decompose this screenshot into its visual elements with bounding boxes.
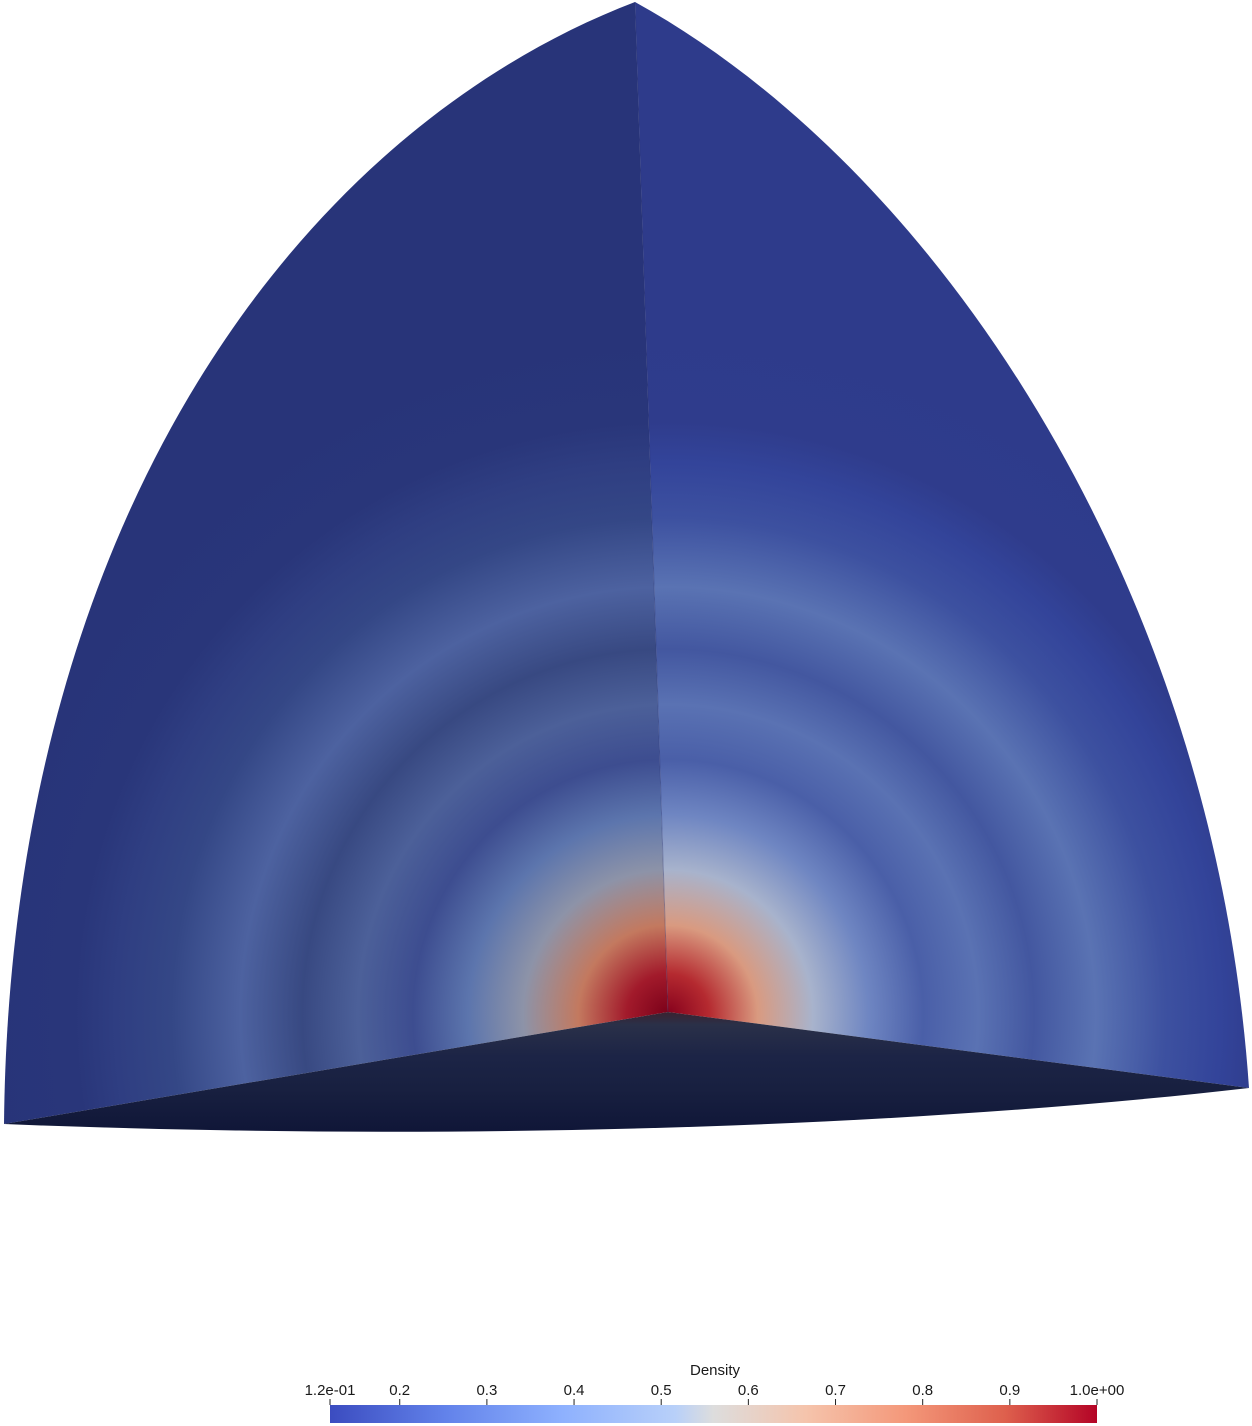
bottom-face xyxy=(4,1012,1249,1132)
colorbar-tick-label: 0.5 xyxy=(651,1382,672,1399)
colorbar-tick-label: 0.3 xyxy=(476,1382,497,1399)
inner-edge xyxy=(634,1,669,1013)
colorbar-max-label: 1.0e+00 xyxy=(1070,1382,1125,1399)
colorbar-min-label: 1.2e-01 xyxy=(305,1382,356,1399)
colorbar: Density 1.2e-01 1.0e+00 0.2 0.3 0.4 0.5 0.6 0… xyxy=(305,1362,1125,1423)
colorbar-ticks: 0.2 0.3 0.4 0.5 0.6 0.7 0.8 0.9 xyxy=(329,1382,1098,1405)
colorbar-tick-label: 0.9 xyxy=(999,1382,1020,1399)
colorbar-title: Density xyxy=(690,1362,741,1379)
colorbar-tick-label: 0.6 xyxy=(738,1382,759,1399)
left-face xyxy=(4,2,668,1124)
colorbar-gradient xyxy=(330,1405,1097,1423)
right-face xyxy=(635,2,1249,1088)
colorbar-tick-label: 0.4 xyxy=(564,1382,585,1399)
density-render-view xyxy=(4,1,1249,1132)
colorbar-tick-label: 0.2 xyxy=(389,1382,410,1399)
colorbar-tick-label: 0.8 xyxy=(912,1382,933,1399)
colorbar-tick-label: 0.7 xyxy=(825,1382,846,1399)
